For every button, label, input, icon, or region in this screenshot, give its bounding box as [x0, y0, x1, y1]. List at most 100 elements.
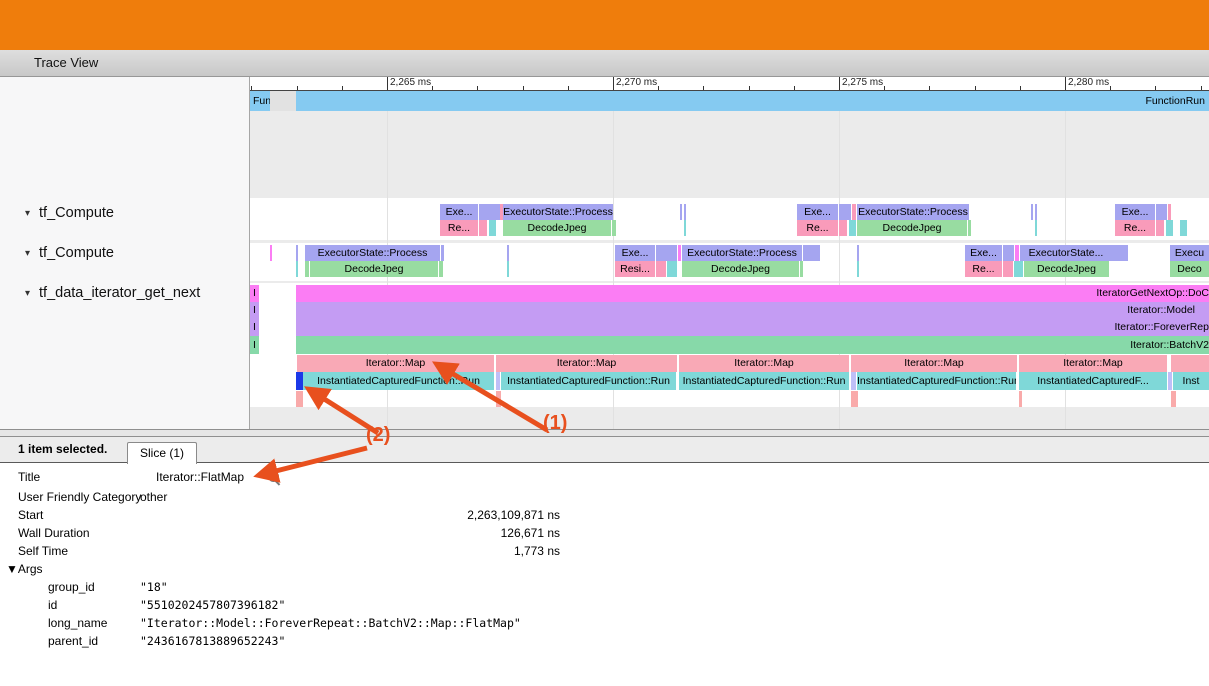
- tf-compute-1-ops-slice[interactable]: [684, 220, 686, 236]
- tf-compute-1-executor-slice[interactable]: [680, 204, 682, 220]
- tf-compute-1-ops-slice[interactable]: Re...: [797, 220, 838, 236]
- iterator-map-slice[interactable]: Iterator::Map: [679, 355, 849, 372]
- tf-compute-2-ops-slice[interactable]: DecodeJpeg: [310, 261, 438, 277]
- collapse-triangle-icon[interactable]: ▾: [25, 287, 31, 299]
- tf-compute-2-executor-slice[interactable]: [857, 245, 859, 261]
- tf-compute-1-ops-slice[interactable]: [1035, 220, 1037, 236]
- tf-compute-1-ops-slice[interactable]: [839, 220, 847, 236]
- flatmap-slivers-slice[interactable]: [1019, 391, 1022, 407]
- tf-compute-1-ops-slice[interactable]: [1156, 220, 1164, 236]
- tf-compute-1-ops-slice[interactable]: Re...: [1115, 220, 1155, 236]
- function-run-slice[interactable]: [270, 91, 296, 111]
- tf-compute-2-ops-slice[interactable]: [1003, 261, 1013, 277]
- iterator-map-slice[interactable]: Iterator::Map: [297, 355, 494, 372]
- tf-compute-2-ops-slice[interactable]: [296, 261, 298, 277]
- tf-compute-2-executor-slice[interactable]: [1112, 245, 1128, 261]
- tf-compute-2-executor-slice[interactable]: [441, 245, 444, 261]
- tf-compute-2-ops-slice[interactable]: [305, 261, 309, 277]
- tf-compute-1-executor-slice[interactable]: [839, 204, 851, 220]
- instantiated-captured-function-slice[interactable]: InstantiatedCapturedFunction::Run: [501, 372, 676, 390]
- instantiated-captured-function-slice[interactable]: [496, 372, 500, 390]
- flatmap-slivers-slice[interactable]: [1171, 391, 1176, 407]
- tf-compute-1-ops-slice[interactable]: [849, 220, 856, 236]
- iterator-batchv2-slice[interactable]: I: [250, 336, 259, 354]
- instantiated-captured-function-slice[interactable]: InstantiatedCapturedFunction::Run: [303, 372, 494, 390]
- tf-compute-1-executor-slice[interactable]: [852, 204, 856, 220]
- tf-compute-1-ops-slice[interactable]: Re...: [440, 220, 478, 236]
- tf-compute-1-ops-slice[interactable]: DecodeJpeg: [503, 220, 611, 236]
- function-run-slice[interactable]: Fun: [250, 91, 270, 111]
- tf-compute-1-executor-slice[interactable]: [684, 204, 686, 220]
- iterator-getnext-slice[interactable]: I: [250, 285, 259, 302]
- sidebar-group-tf-compute-1[interactable]: ▾ tf_Compute: [0, 204, 249, 222]
- instantiated-captured-function-slice[interactable]: InstantiatedCapturedF...: [1019, 372, 1167, 390]
- tf-compute-1-executor-slice[interactable]: [1035, 204, 1037, 220]
- tf-compute-2-ops-slice[interactable]: Deco: [1170, 261, 1209, 277]
- tab-slice[interactable]: Slice (1): [127, 442, 197, 464]
- collapse-triangle-icon[interactable]: ▾: [25, 207, 31, 219]
- tf-compute-1-executor-slice[interactable]: [500, 204, 503, 220]
- tf-compute-2-executor-slice[interactable]: [296, 245, 298, 261]
- iterator-getnext-slice[interactable]: IteratorGetNextOp::DoC: [296, 285, 1209, 302]
- iterator-map-slice[interactable]: Iterator::Map: [496, 355, 677, 372]
- tf-compute-1-executor-slice[interactable]: [479, 204, 500, 220]
- tf-compute-1-ops-slice[interactable]: [1166, 220, 1173, 236]
- tf-compute-1-ops-slice[interactable]: [489, 220, 496, 236]
- tf-compute-1-executor-slice[interactable]: ExecutorState::Process: [857, 204, 969, 220]
- instantiated-captured-function-slice[interactable]: InstantiatedCapturedFunction::Run: [857, 372, 1016, 390]
- tf-compute-1-executor-slice[interactable]: [1168, 204, 1171, 220]
- tf-compute-1-executor-slice[interactable]: [1031, 204, 1033, 220]
- flatmap-slivers-slice[interactable]: [296, 391, 303, 407]
- iterator-batchv2-slice[interactable]: Iterator::BatchV2: [296, 336, 1209, 354]
- tf-compute-2-ops-slice[interactable]: [667, 261, 677, 277]
- sidebar-group-tf-compute-2[interactable]: ▾ tf_Compute: [0, 244, 249, 262]
- tf-compute-2-ops-slice[interactable]: Re...: [965, 261, 1002, 277]
- tf-compute-2-executor-slice[interactable]: ExecutorState...: [1020, 245, 1112, 261]
- timeline-canvas[interactable]: 2,265 ms 2,270 ms 2,275 ms 2,280 ms Fun Func…: [250, 77, 1209, 429]
- iterator-map-slice[interactable]: [1171, 355, 1209, 372]
- tf-compute-2-ops-slice[interactable]: DecodeJpeg: [1024, 261, 1109, 277]
- tf-compute-2-ops-slice[interactable]: [507, 261, 509, 277]
- tf-compute-1-ops-slice[interactable]: [479, 220, 487, 236]
- tf-compute-1-ops-slice[interactable]: [1180, 220, 1187, 236]
- tf-compute-2-ops-slice[interactable]: [857, 261, 859, 277]
- flatmap-slivers-slice[interactable]: [496, 391, 501, 407]
- collapse-triangle-icon[interactable]: ▾: [25, 247, 31, 259]
- panel-splitter[interactable]: [0, 429, 1209, 437]
- iterator-map-slice[interactable]: Iterator::Map: [851, 355, 1017, 372]
- iterator-map-slice[interactable]: Iterator::Map: [1019, 355, 1167, 372]
- tf-compute-1-ops-slice[interactable]: [968, 220, 971, 236]
- tf-compute-1-ops-slice[interactable]: DecodeJpeg: [857, 220, 967, 236]
- tf-compute-2-executor-slice[interactable]: [1003, 245, 1014, 261]
- tf-compute-2-executor-slice[interactable]: ExecutorState::Process: [682, 245, 802, 261]
- instantiated-captured-function-slice[interactable]: Inst: [1173, 372, 1209, 390]
- iterator-foreverrepeat-slice[interactable]: Iterator::ForeverRep: [296, 319, 1209, 336]
- tf-compute-2-ops-slice[interactable]: [800, 261, 803, 277]
- args-collapse-icon-and-label[interactable]: ▼Args: [6, 562, 43, 576]
- tf-compute-1-ops-slice[interactable]: [612, 220, 616, 236]
- tf-compute-2-executor-slice[interactable]: [1015, 245, 1019, 261]
- iterator-model-slice[interactable]: Iterator::Model: [296, 302, 1209, 319]
- instantiated-captured-function-slice[interactable]: InstantiatedCapturedFunction::Run: [679, 372, 849, 390]
- tf-compute-2-executor-slice[interactable]: Exe...: [965, 245, 1002, 261]
- magnifier-icon[interactable]: [268, 471, 279, 482]
- tf-compute-2-executor-slice[interactable]: [270, 245, 272, 261]
- tf-compute-2-executor-slice[interactable]: [678, 245, 681, 261]
- tf-compute-1-executor-slice[interactable]: Exe...: [1115, 204, 1155, 220]
- tf-compute-1-executor-slice[interactable]: Exe...: [797, 204, 838, 220]
- instantiated-captured-function-slice[interactable]: [296, 372, 303, 390]
- tf-compute-2-executor-slice[interactable]: Execu: [1170, 245, 1209, 261]
- tf-compute-1-executor-slice[interactable]: ExecutorState::Process: [503, 204, 613, 220]
- tf-compute-2-ops-slice[interactable]: [1014, 261, 1023, 277]
- instantiated-captured-function-slice[interactable]: [851, 372, 856, 390]
- flatmap-slivers-slice[interactable]: [851, 391, 858, 407]
- iterator-model-slice[interactable]: I: [250, 302, 259, 319]
- function-run-slice[interactable]: FunctionRun: [296, 91, 1209, 111]
- tf-compute-2-ops-slice[interactable]: Resi...: [615, 261, 655, 277]
- tf-compute-1-executor-slice[interactable]: [1156, 204, 1167, 220]
- tf-compute-2-executor-slice[interactable]: Exe...: [615, 245, 655, 261]
- tf-compute-2-executor-slice[interactable]: [803, 245, 820, 261]
- sidebar-group-tf-data-iterator[interactable]: ▾ tf_data_iterator_get_next: [0, 284, 249, 302]
- tf-compute-2-executor-slice[interactable]: ExecutorState::Process: [305, 245, 440, 261]
- tf-compute-2-ops-slice[interactable]: [656, 261, 666, 277]
